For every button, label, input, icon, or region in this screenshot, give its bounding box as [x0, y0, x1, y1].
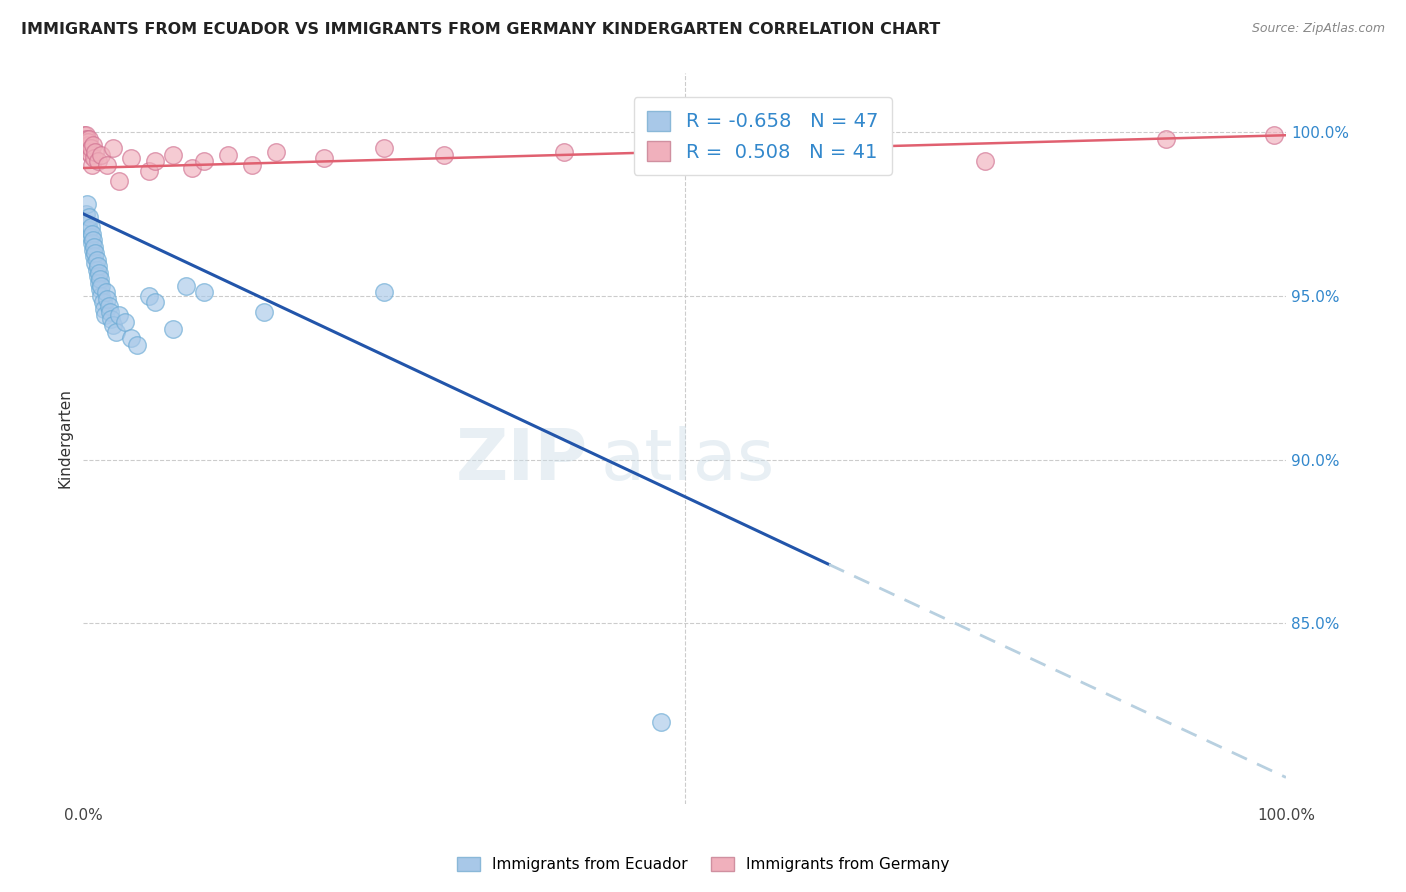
Point [79, 148, 101, 162]
Point [84, 256, 107, 270]
Point [80, 227, 103, 241]
Point [76, 138, 98, 153]
Point [75, 128, 97, 143]
Point [433, 148, 456, 162]
Point [120, 331, 142, 345]
Point [86, 262, 108, 277]
Point [145, 154, 167, 169]
Point [162, 148, 184, 162]
Point [974, 154, 997, 169]
Point [373, 141, 395, 155]
Point [553, 145, 575, 159]
Point [373, 285, 395, 300]
Point [193, 285, 215, 300]
Point [87, 269, 110, 284]
Point [264, 145, 287, 159]
Y-axis label: Kindergarten: Kindergarten [58, 388, 72, 488]
Point [77, 135, 100, 149]
Point [90, 279, 112, 293]
Point [80, 236, 103, 251]
Point [145, 295, 167, 310]
Point [174, 279, 197, 293]
Point [793, 135, 815, 149]
Point [91, 295, 114, 310]
Point [82, 243, 104, 257]
Point [84, 145, 107, 159]
Legend: R = -0.658   N = 47, R =  0.508   N = 41: R = -0.658 N = 47, R = 0.508 N = 41 [634, 97, 891, 176]
Point [193, 154, 215, 169]
Point [103, 318, 125, 333]
Point [1154, 131, 1177, 145]
Point [75, 207, 97, 221]
Point [79, 131, 101, 145]
Point [114, 315, 136, 329]
Point [89, 272, 111, 286]
Point [127, 338, 149, 352]
Text: IMMIGRANTS FROM ECUADOR VS IMMIGRANTS FROM GERMANY KINDERGARTEN CORRELATION CHAR: IMMIGRANTS FROM ECUADOR VS IMMIGRANTS FR… [21, 22, 941, 37]
Point [98, 305, 121, 319]
Point [104, 325, 127, 339]
Point [75, 131, 97, 145]
Point [240, 158, 263, 172]
Point [82, 233, 104, 247]
Point [180, 161, 202, 175]
Point [76, 197, 98, 211]
Point [108, 309, 131, 323]
Point [76, 131, 98, 145]
Point [80, 158, 103, 172]
Point [108, 174, 131, 188]
Point [76, 135, 98, 149]
Point [82, 138, 104, 153]
Point [138, 289, 160, 303]
Point [90, 289, 112, 303]
Point [79, 141, 101, 155]
Point [89, 282, 111, 296]
Point [312, 151, 335, 165]
Point [96, 292, 118, 306]
Text: Source: ZipAtlas.com: Source: ZipAtlas.com [1251, 22, 1385, 36]
Point [162, 321, 184, 335]
Point [77, 141, 100, 155]
Point [90, 148, 112, 162]
Point [217, 148, 239, 162]
Point [77, 138, 100, 153]
Text: atlas: atlas [600, 425, 775, 495]
Text: ZIP: ZIP [456, 425, 589, 495]
Point [120, 151, 142, 165]
Point [96, 158, 118, 172]
Point [84, 246, 107, 260]
Point [87, 266, 110, 280]
Point [79, 223, 101, 237]
Point [93, 301, 115, 316]
Point [94, 285, 117, 300]
Point [87, 260, 110, 274]
Point [75, 135, 97, 149]
Point [97, 299, 120, 313]
Point [77, 217, 100, 231]
Point [73, 131, 96, 145]
Point [83, 239, 105, 253]
Point [100, 311, 122, 326]
Point [1263, 128, 1285, 143]
Point [87, 276, 110, 290]
Point [86, 252, 108, 267]
Point [87, 154, 110, 169]
Point [83, 250, 105, 264]
Point [138, 164, 160, 178]
Point [73, 128, 96, 143]
Point [103, 141, 125, 155]
Point [94, 309, 117, 323]
Point [253, 305, 276, 319]
Legend: Immigrants from Ecuador, Immigrants from Germany: Immigrants from Ecuador, Immigrants from… [450, 849, 956, 880]
Point [79, 145, 101, 159]
Point [79, 229, 101, 244]
Point [83, 151, 105, 165]
Point [79, 210, 101, 224]
Point [79, 219, 101, 234]
Point [650, 714, 672, 729]
